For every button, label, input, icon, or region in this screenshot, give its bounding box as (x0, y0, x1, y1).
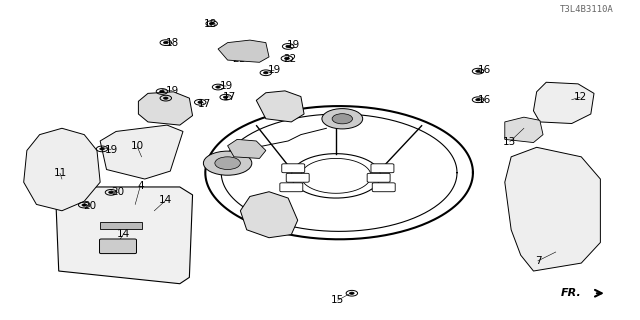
Polygon shape (241, 192, 298, 238)
Circle shape (322, 108, 363, 129)
Polygon shape (24, 128, 100, 211)
Circle shape (476, 99, 481, 101)
FancyBboxPatch shape (372, 183, 395, 192)
Text: 16: 16 (478, 65, 491, 75)
Text: 14: 14 (117, 228, 131, 239)
Text: 20: 20 (83, 201, 96, 211)
Text: 19: 19 (220, 81, 233, 91)
Text: 9: 9 (260, 210, 268, 220)
Text: 12: 12 (573, 92, 587, 102)
Text: 20: 20 (111, 187, 125, 197)
FancyBboxPatch shape (100, 239, 136, 253)
Polygon shape (534, 82, 594, 124)
Polygon shape (138, 92, 193, 125)
Circle shape (286, 45, 291, 48)
Circle shape (209, 22, 214, 25)
Text: 19: 19 (166, 86, 179, 96)
FancyBboxPatch shape (371, 164, 394, 173)
Circle shape (332, 114, 353, 124)
Circle shape (159, 90, 164, 92)
Circle shape (82, 204, 86, 206)
Text: 18: 18 (204, 19, 217, 29)
Circle shape (349, 292, 354, 294)
Text: 10: 10 (131, 141, 143, 151)
Text: 7: 7 (534, 256, 541, 266)
Text: 21: 21 (232, 54, 246, 64)
FancyBboxPatch shape (280, 183, 303, 192)
FancyBboxPatch shape (282, 164, 305, 173)
Circle shape (215, 157, 241, 170)
Circle shape (216, 86, 220, 88)
Text: 19: 19 (287, 40, 300, 50)
Text: 8: 8 (166, 94, 172, 104)
Polygon shape (218, 40, 269, 62)
Circle shape (109, 191, 113, 194)
Text: 1: 1 (215, 158, 221, 168)
Text: 19: 19 (268, 65, 281, 75)
Text: 6: 6 (348, 117, 354, 128)
Circle shape (223, 96, 228, 98)
Text: T3L4B3110A: T3L4B3110A (559, 5, 613, 14)
FancyBboxPatch shape (286, 173, 309, 182)
Text: 17: 17 (197, 99, 211, 108)
Polygon shape (505, 147, 600, 271)
Text: 17: 17 (223, 92, 236, 102)
Text: 15: 15 (332, 295, 344, 305)
Text: 14: 14 (159, 195, 172, 205)
Text: 22: 22 (284, 54, 297, 64)
Circle shape (163, 97, 168, 99)
Circle shape (476, 70, 481, 72)
Polygon shape (56, 187, 193, 284)
Polygon shape (505, 117, 543, 142)
Circle shape (204, 151, 252, 175)
Circle shape (198, 101, 202, 103)
Text: 3: 3 (277, 111, 284, 121)
Text: 16: 16 (478, 95, 491, 105)
Text: 18: 18 (166, 38, 179, 48)
Text: 4: 4 (137, 181, 143, 191)
Circle shape (100, 148, 104, 150)
Text: H: H (113, 241, 122, 251)
Text: 2: 2 (154, 112, 161, 122)
Text: 13: 13 (503, 137, 516, 147)
Text: 19: 19 (104, 145, 118, 155)
Circle shape (264, 72, 268, 74)
Circle shape (163, 42, 168, 44)
Text: FR.: FR. (561, 288, 581, 298)
Polygon shape (256, 91, 304, 122)
Polygon shape (228, 140, 266, 158)
Circle shape (285, 57, 289, 60)
Text: 5: 5 (245, 146, 252, 156)
Text: 11: 11 (53, 168, 67, 178)
Polygon shape (100, 125, 183, 179)
FancyBboxPatch shape (367, 173, 390, 182)
FancyBboxPatch shape (100, 221, 142, 228)
